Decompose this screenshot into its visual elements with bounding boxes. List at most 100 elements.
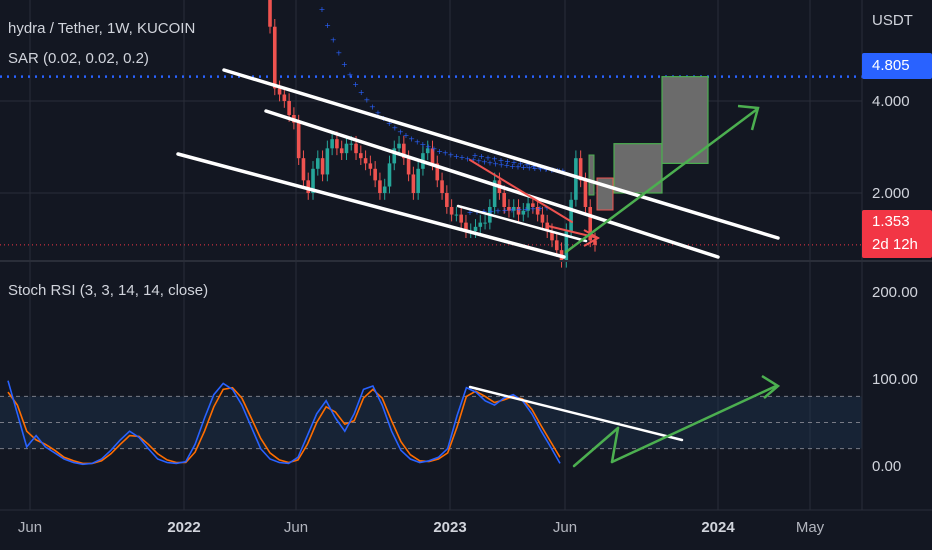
candle-body	[344, 143, 349, 154]
sar-dot: +	[352, 80, 359, 89]
candle-body	[473, 226, 478, 232]
candle-body	[402, 143, 406, 159]
sar-dot: +	[347, 70, 354, 79]
stoch-green-leg-2	[610, 426, 620, 464]
candle-body	[445, 193, 449, 207]
sar-dot: +	[453, 152, 460, 161]
sar-legend[interactable]: SAR (0.02, 0.02, 0.2)	[8, 50, 149, 67]
time-tick-label: Jun	[18, 519, 42, 536]
target-price-tag: 4.805	[862, 53, 932, 79]
stoch-trendlines[interactable]	[468, 374, 781, 468]
sar-dot: +	[324, 21, 331, 30]
stoch-tick-label: 200.00	[872, 284, 918, 301]
sar-dot: +	[530, 162, 537, 171]
green-arrow-head	[737, 104, 760, 131]
green-arrow-shaft	[564, 108, 758, 254]
trendlines[interactable]	[176, 68, 780, 259]
price-pane[interactable]: ++++++++++++++++++++++++++++++++++++++++…	[0, 0, 862, 268]
sar-dot: +	[498, 156, 505, 165]
price-tick-label: 4.000	[872, 93, 910, 110]
sar-dot: +	[509, 206, 516, 215]
candle-body	[411, 174, 416, 193]
sar-dot: +	[330, 35, 337, 44]
candles[interactable]	[268, 0, 597, 268]
candle-body	[531, 203, 535, 207]
time-tick-label: 2022	[167, 519, 200, 536]
time-tick-label: Jun	[284, 519, 308, 536]
sar-dot: +	[358, 88, 365, 97]
sar-dot: +	[517, 159, 524, 168]
axis-labels: Jun 2022 Jun 2023 Jun 2024 May 4.000 2.000 200.00…	[18, 93, 918, 536]
sar-dot: +	[442, 149, 449, 158]
stoch-rsi-pane[interactable]	[0, 374, 862, 468]
sar-dot: +	[341, 60, 348, 69]
sar-dot: +	[524, 161, 531, 170]
candle-body	[545, 222, 550, 232]
candle-body	[296, 122, 301, 159]
candle-body	[502, 193, 506, 207]
sar-dot: +	[425, 143, 432, 152]
candle-body	[578, 158, 583, 181]
sar-dot: +	[319, 5, 326, 14]
time-tick-label: 2023	[433, 519, 466, 536]
candle-body	[449, 206, 454, 215]
candle-body	[397, 143, 401, 149]
candle-body	[507, 206, 511, 211]
candle-body	[349, 143, 354, 145]
candle-body	[354, 143, 358, 154]
candle-body	[569, 199, 573, 232]
candle-body	[459, 214, 463, 223]
candle-body	[574, 158, 578, 200]
sar-dot: +	[397, 128, 404, 137]
candle-body	[282, 94, 287, 101]
candle-body	[535, 206, 540, 215]
trendline-lower	[176, 152, 566, 259]
candle-body	[392, 148, 397, 164]
candle-body	[320, 158, 325, 175]
time-tick-label: May	[796, 519, 825, 536]
sar-dot: +	[544, 204, 551, 213]
stoch-legend[interactable]: Stoch RSI (3, 3, 14, 14, close)	[8, 282, 209, 299]
sar-dot: +	[487, 159, 494, 168]
candle-body	[425, 148, 430, 154]
candle-body	[588, 206, 593, 241]
stoch-tick-label: 0.00	[872, 458, 901, 475]
candle-body	[301, 158, 306, 181]
projection-candle	[588, 154, 595, 196]
candle-body	[430, 148, 435, 164]
candle-body	[406, 158, 411, 175]
candle-body	[554, 240, 559, 251]
candle-body	[454, 214, 459, 216]
sar-dot: +	[526, 164, 533, 173]
stoch-tick-label: 100.00	[872, 371, 918, 388]
time-tick-label: 2024	[701, 519, 735, 536]
candle-body	[516, 206, 521, 215]
candle-body	[277, 88, 282, 95]
sar-dot: +	[520, 163, 527, 172]
candle-body	[373, 168, 377, 181]
sar-dot: +	[530, 204, 537, 213]
trendline-inner	[456, 204, 588, 243]
stoch-green-arrow-shaft	[610, 384, 778, 464]
candle-body	[315, 158, 320, 169]
sar-dot: +	[509, 162, 516, 171]
candle-body	[272, 26, 277, 89]
red-arrow-head	[583, 229, 601, 247]
candle-body	[550, 231, 554, 241]
sar-dot: +	[531, 164, 538, 173]
sar-dot: +	[375, 109, 382, 118]
candle-body	[593, 240, 597, 245]
symbol-title[interactable]: hydra / Tether, 1W, KUCOIN	[8, 20, 196, 37]
candle-body	[387, 163, 392, 187]
sar-dot: +	[475, 157, 482, 166]
candle-body	[268, 0, 272, 27]
currency-label[interactable]: USDT	[872, 12, 913, 29]
sar-dot: +	[431, 145, 438, 154]
candle-body	[416, 168, 420, 193]
sar-dot: +	[414, 137, 421, 146]
candle-body	[306, 180, 311, 193]
candle-body	[325, 148, 330, 175]
sar-dot: +	[511, 158, 518, 167]
